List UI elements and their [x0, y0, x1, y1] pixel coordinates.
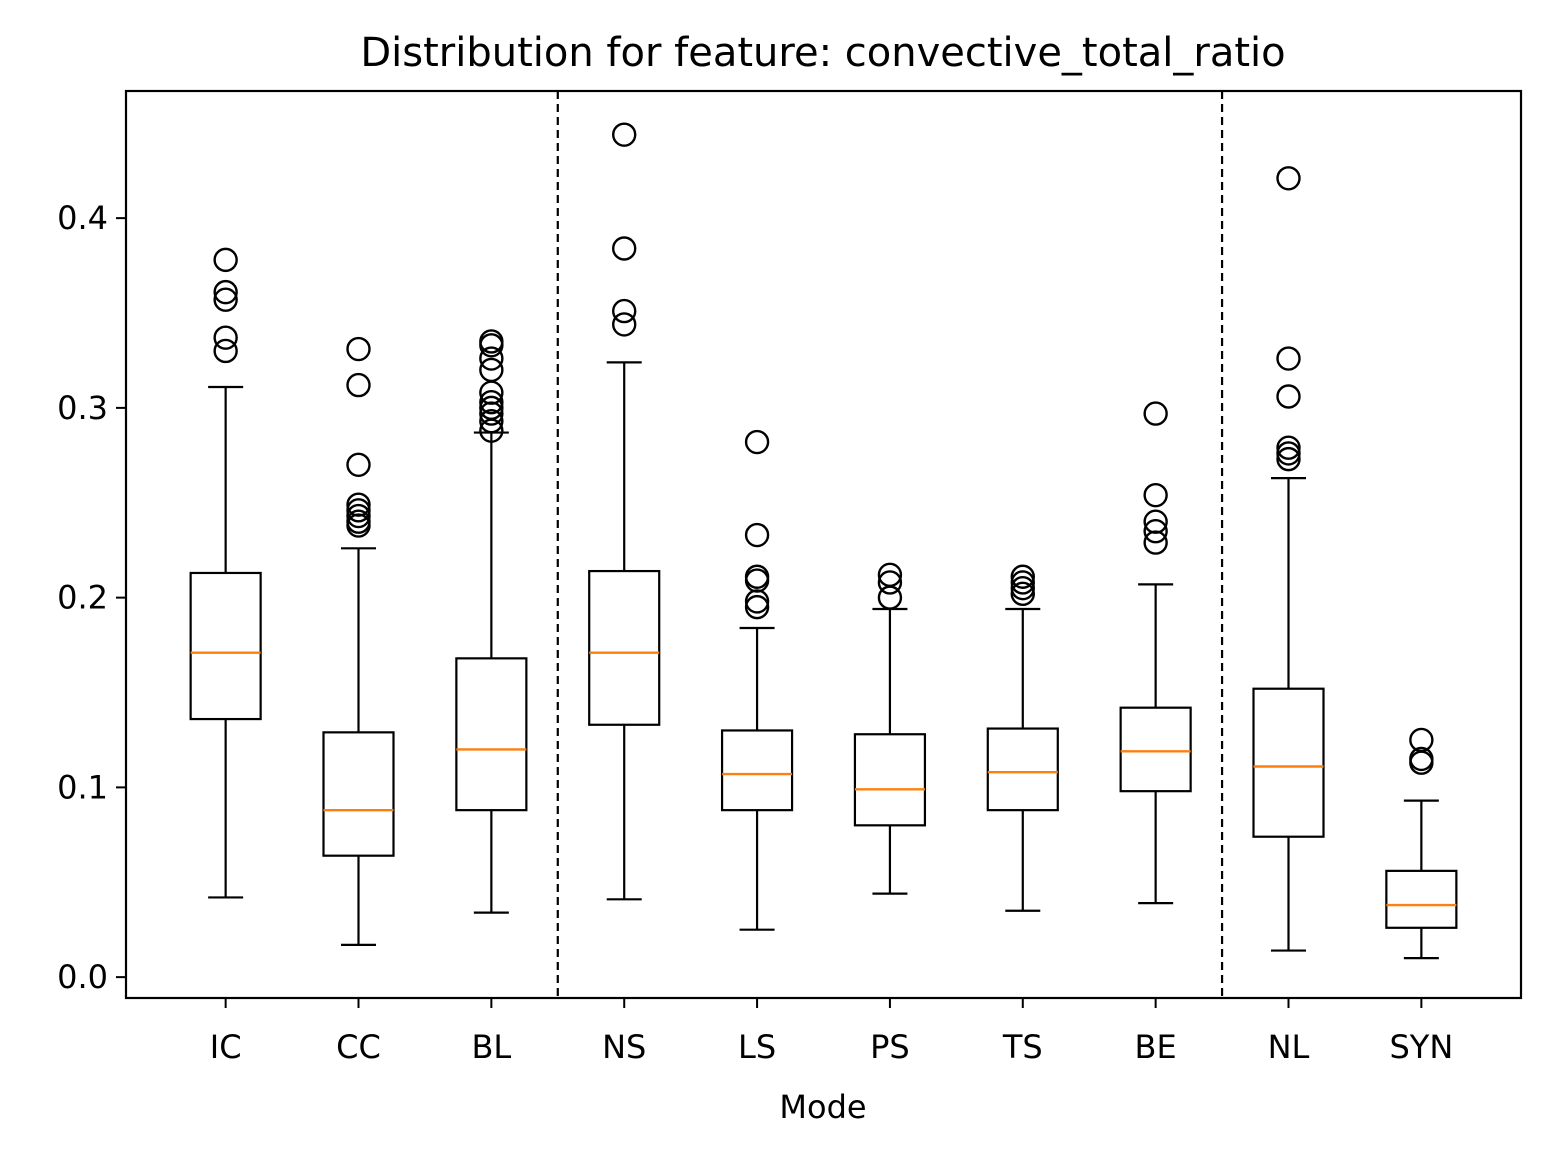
- box-iqr: [986, 727, 1059, 812]
- x-tick-label-be: BE: [1135, 1028, 1177, 1066]
- plot-frame: [124, 89, 1523, 1000]
- outlier-point: [346, 452, 371, 478]
- x-tick-label-ts: TS: [1002, 1028, 1043, 1066]
- outlier-point: [479, 380, 504, 405]
- plot-area: [189, 91, 1458, 998]
- box-iqr: [1252, 687, 1325, 838]
- outlier-point: [744, 564, 770, 589]
- box-iqr: [455, 657, 528, 812]
- outlier-point: [612, 298, 637, 324]
- outlier-point: [346, 492, 371, 517]
- outlier-point: [346, 336, 371, 362]
- outlier-point: [1276, 346, 1301, 371]
- box-be: [1119, 401, 1192, 905]
- outlier-point: [744, 594, 770, 620]
- outlier-point: [1276, 166, 1301, 191]
- box-ps: [853, 562, 927, 895]
- y-tick-label: 0.2: [57, 579, 108, 617]
- outlier-point: [479, 389, 504, 415]
- outlier-point: [1143, 519, 1168, 544]
- outlier-point: [1143, 509, 1168, 534]
- outlier-point: [1409, 727, 1434, 753]
- box-ts: [986, 564, 1059, 912]
- outlier-point: [1409, 746, 1434, 772]
- box-iqr: [853, 733, 927, 827]
- x-tick-label-ns: NS: [602, 1028, 646, 1066]
- box-iqr: [322, 731, 395, 857]
- x-tick-label-ic: IC: [210, 1028, 242, 1066]
- outlier-point: [213, 287, 238, 312]
- x-axis: IC CC BL NS LS PS TS BE NL SYN: [210, 998, 1453, 1066]
- outlier-point: [744, 589, 770, 614]
- outlier-point: [346, 503, 371, 529]
- outlier-point: [612, 122, 637, 147]
- outlier-point: [213, 325, 238, 350]
- outlier-point: [479, 357, 504, 383]
- outlier-point: [744, 429, 770, 455]
- box-nl: [1252, 166, 1325, 952]
- box-iqr: [1119, 706, 1192, 793]
- outlier-point: [612, 312, 637, 337]
- box-iqr: [588, 569, 661, 726]
- outlier-point: [744, 522, 770, 548]
- outlier-point: [1143, 482, 1168, 508]
- box-ls: [720, 429, 794, 931]
- y-tick-label: 0.1: [57, 768, 108, 806]
- x-tick-label-ls: LS: [738, 1028, 776, 1066]
- y-tick-label: 0.3: [57, 389, 108, 427]
- outlier-point: [1010, 570, 1035, 595]
- outlier-point: [1010, 564, 1035, 589]
- outlier-point: [612, 236, 637, 261]
- outlier-point: [479, 395, 504, 421]
- outlier-point: [213, 338, 238, 364]
- box-ns: [588, 122, 661, 901]
- outlier-point: [1276, 435, 1301, 460]
- box-ic: [189, 247, 262, 899]
- x-tick-label-cc: CC: [336, 1028, 381, 1066]
- y-tick-label: 0.0: [57, 958, 108, 996]
- outlier-point: [346, 509, 371, 534]
- x-tick-label-bl: BL: [471, 1028, 511, 1066]
- outlier-point: [1276, 384, 1301, 409]
- outlier-point: [877, 562, 903, 588]
- outlier-point: [1010, 575, 1035, 601]
- box-iqr: [720, 729, 794, 812]
- y-tick-label: 0.4: [57, 199, 108, 237]
- outlier-point: [1276, 441, 1301, 466]
- outlier-point: [1143, 401, 1168, 426]
- box-syn: [1385, 727, 1458, 960]
- box-bl: [455, 329, 528, 914]
- outlier-point: [213, 279, 238, 305]
- box-iqr: [189, 571, 262, 721]
- outlier-point: [479, 329, 504, 354]
- box-iqr: [1385, 869, 1458, 929]
- outlier-point: [1276, 446, 1301, 472]
- outlier-point: [479, 408, 504, 434]
- x-tick-label-ps: PS: [870, 1028, 910, 1066]
- outlier-point: [479, 346, 504, 371]
- x-tick-label-syn: SYN: [1389, 1028, 1453, 1066]
- x-axis-label: Mode: [779, 1088, 866, 1126]
- outlier-point: [1010, 581, 1035, 607]
- outlier-point: [213, 247, 238, 273]
- outlier-point: [877, 570, 903, 595]
- chart-title: Distribution for feature: convective_tot…: [360, 30, 1285, 76]
- box-cc: [322, 336, 395, 946]
- outlier-point: [346, 372, 371, 398]
- x-tick-label-nl: NL: [1268, 1028, 1310, 1066]
- y-axis: 0.0 0.1 0.2 0.3 0.4: [57, 199, 126, 996]
- outlier-point: [346, 498, 371, 523]
